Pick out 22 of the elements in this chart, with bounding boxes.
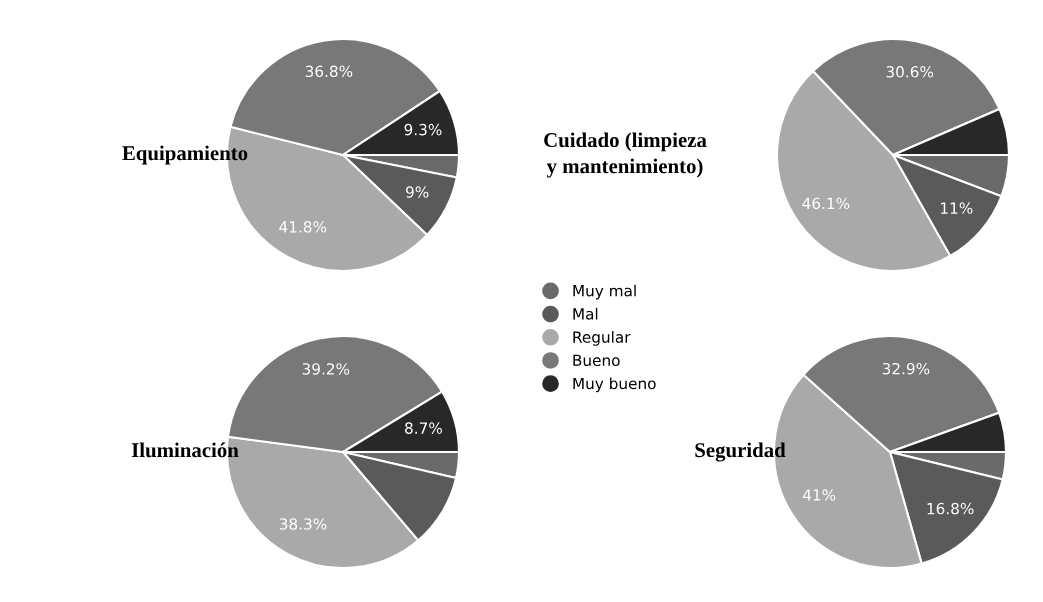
- data-label: 46.1%: [802, 197, 850, 210]
- data-label: 32.9%: [882, 362, 930, 375]
- legend-label: Regular: [573, 331, 631, 346]
- data-label: 11%: [941, 202, 973, 214]
- data-label: 8.7%: [405, 422, 442, 434]
- data-label: 9.3%: [404, 123, 442, 136]
- data-label: 38.3%: [279, 518, 327, 530]
- text: Iluminación: [131, 442, 239, 458]
- data-label: 41%: [802, 489, 836, 501]
- data-label: 41.8%: [279, 221, 327, 233]
- data-label: 9%: [406, 186, 429, 198]
- text: Cuidado (limpieza y mantenimiento): [544, 132, 707, 178]
- data-label: 36.8%: [305, 65, 353, 78]
- legend-label: Muy mal: [573, 284, 636, 300]
- legend-label: Bueno: [573, 354, 620, 367]
- data-label: 39.2%: [302, 363, 350, 375]
- data-label: 16.8%: [927, 502, 974, 515]
- text: Seguridad: [695, 442, 786, 462]
- data-label: 30.6%: [886, 66, 934, 78]
- legend-label: Muy bueno: [573, 377, 656, 393]
- legend-label: Mal: [573, 307, 598, 320]
- text: Equipamiento: [122, 145, 248, 165]
